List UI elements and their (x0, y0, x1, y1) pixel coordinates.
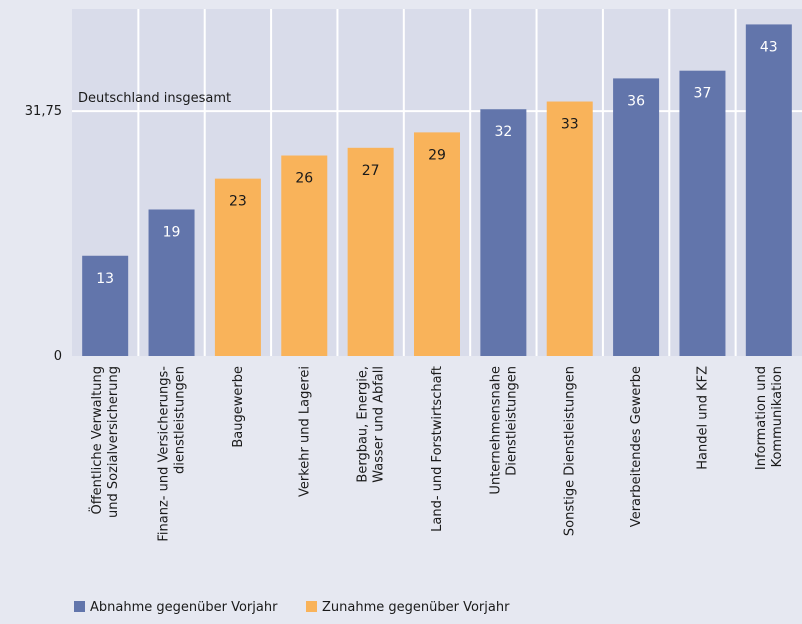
value-label: 23 (229, 194, 247, 210)
bar (745, 24, 792, 357)
x-tick-label: Bergbau, Energie,Wasser und Abfall (356, 366, 387, 483)
x-tick-label: Sonstige Dienstleistungen (563, 366, 578, 536)
bar (546, 101, 593, 357)
value-label: 33 (561, 117, 579, 133)
x-tick-label: Verarbeitendes Gewerbe (629, 366, 644, 527)
bar (82, 255, 129, 356)
bar (148, 209, 195, 356)
legend-swatch (74, 601, 85, 612)
annotation: Deutschland insgesamt (78, 91, 231, 106)
y-tick-label: 31,75 (25, 104, 62, 119)
x-tick-label: UnternehmensnaheDienstleistungen (488, 366, 519, 495)
x-tick-label: Information undKommunikation (754, 366, 785, 470)
value-label: 36 (627, 93, 645, 109)
bar (347, 147, 394, 356)
value-label: 37 (694, 86, 712, 102)
x-tick-label: Öffentliche Verwaltungund Sozialversiche… (88, 366, 121, 518)
bar (214, 178, 261, 356)
bar (613, 78, 660, 357)
legend-swatch (306, 601, 317, 612)
y-tick-label: 0 (54, 349, 62, 364)
x-tick-label: Finanz- und Versicherungs-dienstleistung… (157, 366, 188, 542)
value-label: 43 (760, 39, 778, 55)
value-label: 29 (428, 147, 446, 163)
bar (480, 109, 527, 356)
legend-label: Abnahme gegenüber Vorjahr (90, 600, 278, 615)
value-label: 13 (96, 271, 114, 287)
value-label: 32 (494, 124, 512, 140)
bar (414, 132, 460, 356)
value-label: 19 (163, 224, 181, 240)
x-tick-label: Land- und Forstwirtschaft (430, 366, 445, 532)
bar (281, 155, 328, 356)
value-label: 27 (362, 163, 380, 179)
x-tick-label: Handel und KFZ (695, 366, 710, 470)
x-tick-label: Verkehr und Lagerei (297, 366, 312, 497)
bar (679, 70, 726, 356)
legend-label: Zunahme gegenüber Vorjahr (322, 600, 510, 615)
x-tick-label: Baugewerbe (231, 366, 246, 448)
value-label: 26 (295, 171, 313, 187)
